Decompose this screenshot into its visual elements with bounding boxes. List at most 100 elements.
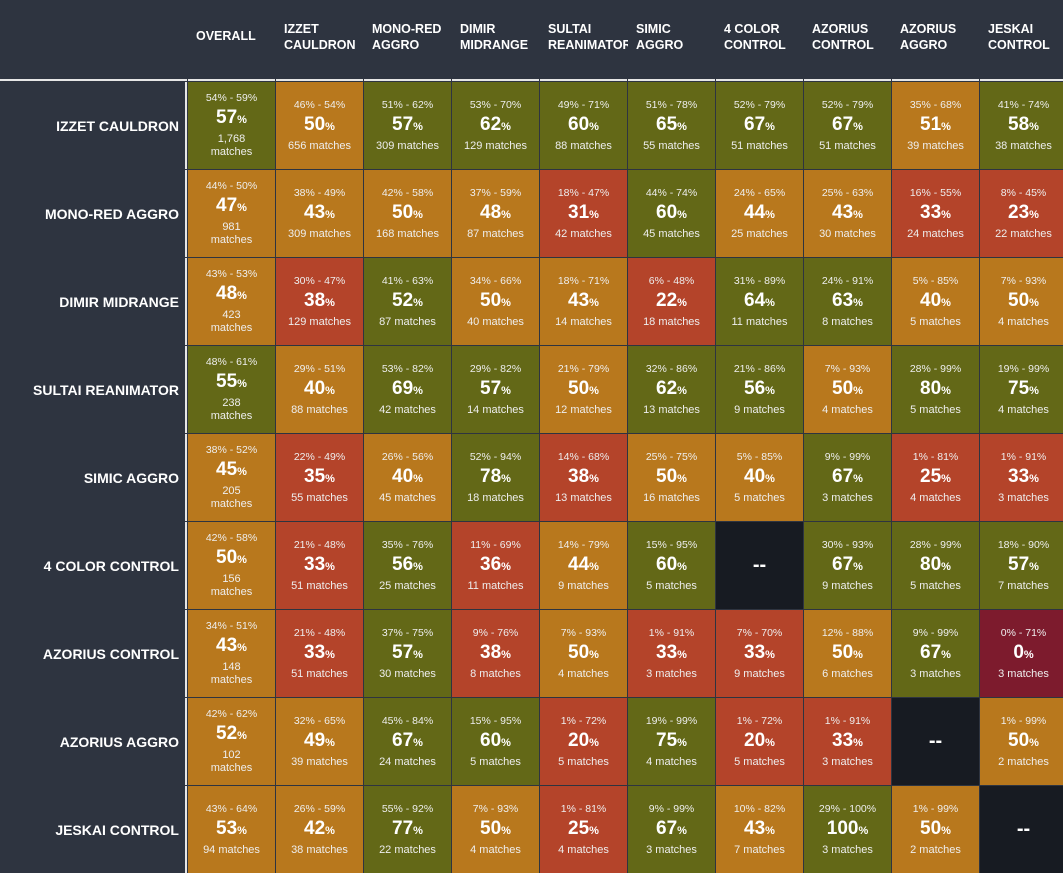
percent-sign: % [237,290,247,302]
percent-sign: % [765,648,775,661]
win-rate-value: 40 [920,289,942,311]
confidence-interval: 19% - 99% [997,362,1050,375]
match-count: 45 matches [379,491,436,504]
win-rate: 75% [656,729,687,755]
confidence-interval: 10% - 82% [733,802,786,815]
confidence-interval: 18% - 71% [557,274,610,287]
confidence-interval: 25% - 63% [821,186,874,199]
confidence-interval: 9% - 76% [472,626,519,639]
match-count: 4 matches [822,403,873,416]
percent-sign: % [941,472,951,485]
match-count: 51 matches [291,579,348,592]
matchup-cell-4-color-control-vs-izzet-cauldron: 21% - 48% 33% 51 matches [276,522,363,609]
match-count: 5 matches [910,315,961,328]
column-header-4-color-control: 4 COLOR CONTROL [716,0,803,81]
matchup-cell-azorius-control-vs-sultai-reanimator: 7% - 93% 50% 4 matches [540,610,627,697]
win-rate: 75% [1008,377,1039,403]
confidence-interval: 52% - 94% [469,450,522,463]
percent-sign: % [765,120,775,133]
matchup-cell-jeskai-control-vs-dimir-midrange: 7% - 93% 50% 4 matches [452,786,539,873]
matchup-cell-simic-aggro-vs-mono-red-aggro: 26% - 56% 40% 45 matches [364,434,451,521]
match-count: 102 matches [210,749,253,774]
percent-sign: % [677,384,687,397]
win-rate-value: 43 [568,289,590,311]
matchup-cell-izzet-cauldron-vs-azorius-aggro: 35% - 68% 51% 39 matches [892,82,979,169]
row-header-izzet-cauldron: IZZET CAULDRON [0,82,187,169]
percent-sign: % [677,208,687,221]
confidence-interval: 31% - 89% [733,274,786,287]
win-rate-value: 63 [832,289,854,311]
percent-sign: % [325,648,335,661]
percent-sign: % [413,384,423,397]
win-rate: 51% [920,113,951,139]
match-count: 3 matches [822,491,873,504]
win-rate-value: 50 [480,817,502,839]
percent-sign: % [589,824,599,837]
win-rate-value: 36 [480,553,502,575]
win-rate: 50% [1008,729,1039,755]
match-count: 5 matches [910,403,961,416]
matchup-cell-mono-red-aggro-vs-izzet-cauldron: 38% - 49% 43% 309 matches [276,170,363,257]
confidence-interval: 30% - 47% [293,274,346,287]
matchup-cell-azorius-aggro-vs-simic-aggro: 19% - 99% 75% 4 matches [628,698,715,785]
matchup-cell-izzet-cauldron-vs-sultai-reanimator: 49% - 71% 60% 88 matches [540,82,627,169]
column-header-azorius-control: AZORIUS CONTROL [804,0,891,81]
win-rate: 50% [1008,289,1039,315]
matchup-cell-mono-red-aggro-vs-simic-aggro: 44% - 74% 60% 45 matches [628,170,715,257]
win-rate: 52% [392,289,423,315]
win-rate-value: 48 [480,201,502,223]
mirror-match-label: -- [928,730,943,752]
match-count: 4 matches [998,403,1049,416]
percent-sign: % [677,296,687,309]
match-count: 39 matches [291,755,348,768]
match-count: 30 matches [379,667,436,680]
percent-sign: % [325,296,335,309]
win-rate-value: 78 [480,465,502,487]
match-count: 4 matches [470,843,521,856]
match-count: 24 matches [907,227,964,240]
win-rate-value: 80 [920,553,942,575]
win-rate-value: 43 [304,201,326,223]
percent-sign: % [413,648,423,661]
win-rate-value: 33 [656,641,678,663]
matchup-cell-simic-aggro-vs-jeskai-control: 1% - 91% 33% 3 matches [980,434,1063,521]
confidence-interval: 25% - 75% [645,450,698,463]
win-rate-value: 43 [832,201,854,223]
win-rate-value: 20 [568,729,590,751]
match-count: 3 matches [822,843,873,856]
column-header-mono-red-aggro: MONO-RED AGGRO [364,0,451,81]
confidence-interval: 53% - 82% [381,362,434,375]
matchup-cell-mono-red-aggro-vs-jeskai-control: 8% - 45% 23% 22 matches [980,170,1063,257]
win-rate-value: 50 [1008,729,1030,751]
confidence-interval: 8% - 45% [1000,186,1047,199]
mirror-match-label: -- [1016,818,1031,840]
confidence-interval: 1% - 99% [1000,714,1047,727]
win-rate: 56% [744,377,775,403]
win-rate-value: 40 [392,465,414,487]
match-count: 205 matches [210,485,253,510]
match-count: 14 matches [555,315,612,328]
matrix-corner [0,0,187,81]
match-count: 9 matches [734,667,785,680]
win-rate: 49% [304,729,335,755]
confidence-interval: 43% - 53% [205,268,258,280]
win-rate-value: 60 [568,113,590,135]
percent-sign: % [589,736,599,749]
win-rate-value: 50 [568,377,590,399]
matchup-cell-simic-aggro-vs-simic-aggro: 25% - 75% 50% 16 matches [628,434,715,521]
matchup-cell-jeskai-control-vs-azorius-aggro: 1% - 99% 50% 2 matches [892,786,979,873]
percent-sign: % [501,208,511,221]
matchup-cell-dimir-midrange-vs-simic-aggro: 6% - 48% 22% 18 matches [628,258,715,345]
percent-sign: % [765,384,775,397]
win-rate-value: 0 [1013,641,1024,663]
match-count: 22 matches [995,227,1052,240]
match-count: 148 matches [210,661,253,686]
matchup-cell-sultai-reanimator-vs-azorius-control: 7% - 93% 50% 4 matches [804,346,891,433]
match-count: 13 matches [643,403,700,416]
matchup-cell-azorius-aggro-vs-mono-red-aggro: 45% - 84% 67% 24 matches [364,698,451,785]
win-rate-value: 60 [656,553,678,575]
matchup-cell-simic-aggro-vs-overall: 38% - 52% 45% 205 matches [188,434,275,521]
percent-sign: % [1029,384,1039,397]
win-rate-value: 25 [920,465,942,487]
